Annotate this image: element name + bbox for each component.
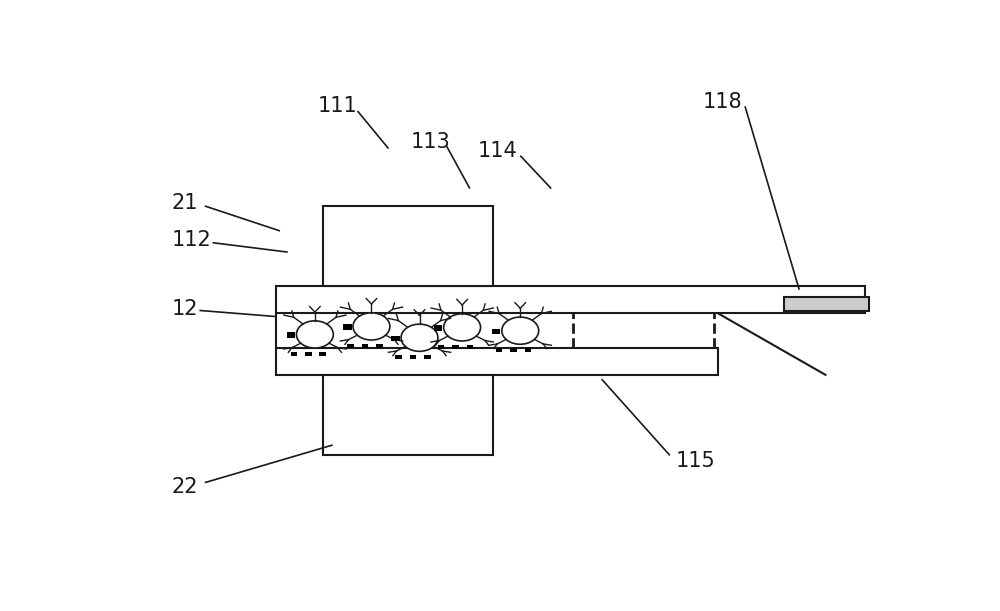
Bar	[376, 344, 383, 348]
Bar	[510, 348, 517, 353]
Bar	[291, 352, 297, 356]
Bar	[434, 326, 442, 331]
Ellipse shape	[444, 314, 481, 341]
Bar	[438, 345, 444, 349]
Text: 22: 22	[172, 477, 198, 497]
Text: 111: 111	[317, 97, 357, 116]
Bar	[467, 345, 473, 349]
Bar	[362, 344, 368, 348]
Bar	[343, 324, 352, 329]
Ellipse shape	[401, 324, 438, 351]
Bar	[492, 329, 500, 334]
Ellipse shape	[353, 313, 390, 340]
Bar	[323, 375, 493, 455]
Text: 112: 112	[172, 230, 211, 251]
Text: 113: 113	[410, 131, 450, 152]
Ellipse shape	[296, 321, 333, 348]
Text: 118: 118	[702, 92, 742, 112]
Bar	[452, 345, 459, 349]
Bar	[347, 344, 354, 348]
Text: 12: 12	[172, 299, 198, 318]
Bar	[496, 348, 502, 353]
Bar	[287, 332, 295, 338]
Bar	[276, 348, 718, 375]
Text: 21: 21	[172, 192, 198, 213]
Bar	[319, 352, 326, 356]
Bar	[525, 348, 531, 353]
Bar	[276, 286, 865, 313]
Bar	[424, 356, 431, 359]
Text: 114: 114	[478, 141, 517, 161]
Bar	[784, 298, 869, 312]
Text: 115: 115	[675, 452, 715, 472]
Bar	[391, 335, 400, 341]
Bar	[395, 356, 402, 359]
Bar	[323, 206, 493, 286]
Ellipse shape	[502, 317, 539, 344]
Bar	[410, 356, 416, 359]
Bar	[305, 352, 312, 356]
